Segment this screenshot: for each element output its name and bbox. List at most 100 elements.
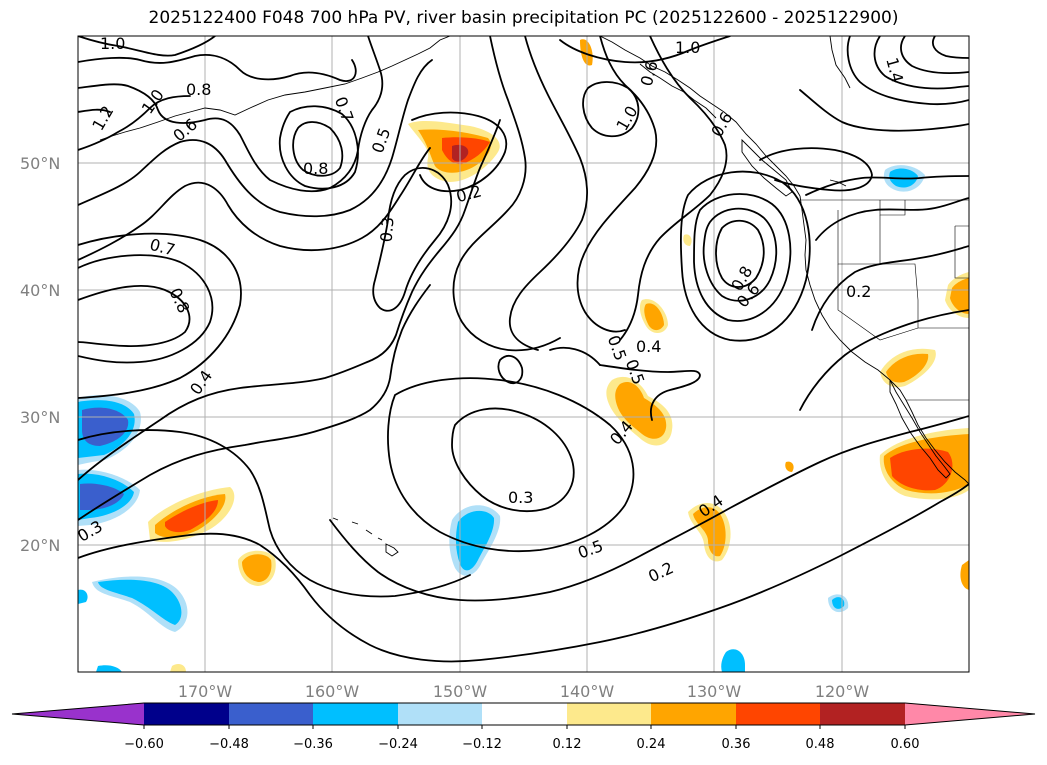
pv-contour bbox=[702, 207, 778, 302]
colorbar-tick-label: 0.60 bbox=[891, 737, 920, 752]
shade-positive bbox=[242, 554, 272, 582]
pv-contour bbox=[78, 147, 431, 261]
coastline-vancouver-island bbox=[741, 138, 793, 197]
precip-shading bbox=[78, 39, 969, 672]
colorbar-tick-label: −0.48 bbox=[209, 737, 249, 752]
shade-positive bbox=[950, 278, 969, 314]
lon-label-130w: 130°W bbox=[687, 682, 742, 701]
lon-label-120w: 120°W bbox=[815, 682, 870, 701]
shade-negative bbox=[80, 483, 124, 510]
pv-contour bbox=[387, 377, 635, 553]
coastline-aleutians bbox=[99, 53, 419, 141]
colorbar-tick-label: 0.24 bbox=[637, 737, 666, 752]
lon-label-160w: 160°W bbox=[305, 682, 360, 701]
colorbar-segment bbox=[482, 703, 567, 725]
pv-contour bbox=[900, 36, 969, 74]
map-frame bbox=[77, 35, 970, 673]
pv-contour bbox=[549, 346, 601, 366]
pv-contour bbox=[846, 36, 969, 106]
shade-positive bbox=[683, 234, 692, 246]
pv-contour bbox=[78, 108, 111, 113]
hawaii-islands bbox=[332, 517, 399, 557]
contour-label: 1.0 bbox=[100, 34, 125, 53]
pv-contour bbox=[78, 483, 969, 663]
colorbar-segment bbox=[144, 703, 229, 725]
contour-label: 0.8 bbox=[186, 80, 211, 99]
pv-contours bbox=[78, 36, 969, 663]
pv-contour bbox=[811, 245, 969, 331]
pv-contour bbox=[559, 36, 731, 64]
colorbar-tick-label: −0.36 bbox=[293, 737, 333, 752]
pv-contour bbox=[497, 354, 524, 385]
lat-label-50n: 50°N bbox=[20, 154, 60, 173]
coastline-bc-islands bbox=[639, 63, 717, 119]
lat-label-20n: 20°N bbox=[20, 536, 60, 555]
pv-contour bbox=[799, 309, 969, 411]
contour-label: 0.4 bbox=[636, 337, 661, 356]
shade-negative bbox=[78, 589, 88, 604]
pv-contour bbox=[582, 81, 640, 138]
colorbar-tick-label: −0.60 bbox=[124, 737, 164, 752]
colorbar-segment bbox=[651, 703, 736, 725]
lon-label-140w: 140°W bbox=[560, 682, 615, 701]
colorbar-tick-label: 0.36 bbox=[722, 737, 751, 752]
colorbar-tick-label: −0.24 bbox=[378, 737, 418, 752]
shade-positive bbox=[580, 39, 593, 66]
colorbar-segment bbox=[229, 703, 313, 725]
colorbar-extend-min bbox=[12, 703, 144, 725]
pv-contour bbox=[78, 232, 242, 399]
shade-positive bbox=[644, 303, 664, 331]
pv-contour bbox=[452, 36, 561, 352]
pv-contour bbox=[292, 121, 344, 177]
border-states-2 bbox=[880, 263, 969, 329]
colorbar: −0.60 −0.48 −0.36 −0.24 −0.12 0.12 0.24 … bbox=[11, 702, 1036, 752]
pv-contour bbox=[451, 407, 575, 513]
shade-negative bbox=[832, 597, 845, 609]
shade-positive bbox=[886, 353, 929, 383]
pv-contour bbox=[78, 284, 431, 521]
coastline-north bbox=[829, 36, 851, 89]
colorbar-segment bbox=[313, 703, 398, 725]
border-states-5 bbox=[879, 200, 906, 216]
contour-label: 1.0 bbox=[675, 38, 700, 57]
contour-label: 0.2 bbox=[846, 282, 871, 301]
pv-contour bbox=[599, 364, 701, 421]
coastline-alaska bbox=[417, 36, 451, 55]
pv-contour bbox=[372, 167, 453, 312]
pv-contour bbox=[873, 36, 969, 90]
pv-contour bbox=[715, 219, 765, 288]
pv-contour bbox=[411, 111, 508, 193]
lat-label-40n: 40°N bbox=[20, 281, 60, 300]
longitude-labels: 170°W 160°W 150°W 140°W 130°W 120°W bbox=[178, 682, 870, 701]
pv-contour bbox=[78, 429, 471, 598]
contour-label: 0.3 bbox=[377, 216, 398, 243]
pv-contour bbox=[78, 54, 357, 82]
coastline-baja bbox=[889, 379, 951, 479]
colorbar-segment bbox=[820, 703, 905, 725]
colorbar-segment bbox=[398, 703, 482, 725]
pv-contour bbox=[278, 105, 359, 190]
shade-negative bbox=[96, 665, 122, 672]
colorbar-segment bbox=[736, 703, 820, 725]
pv-contour bbox=[932, 36, 969, 59]
colorbar-segment bbox=[567, 703, 651, 725]
coastline-us-west bbox=[799, 195, 969, 485]
pv-contour bbox=[78, 95, 191, 151]
shade-positive bbox=[785, 461, 794, 472]
pv-contour bbox=[576, 36, 658, 333]
colorbar-ticks bbox=[143, 725, 906, 729]
shade-positive bbox=[170, 664, 186, 672]
lon-label-150w: 150°W bbox=[433, 682, 488, 701]
colorbar-tick-label: 0.12 bbox=[553, 737, 582, 752]
shade-positive bbox=[615, 381, 667, 439]
pv-contour bbox=[679, 170, 811, 342]
shade-positive bbox=[693, 507, 726, 557]
shade-positive bbox=[960, 560, 969, 590]
contour-label: 0.3 bbox=[508, 488, 533, 507]
border-states-1 bbox=[837, 210, 881, 265]
pv-contour bbox=[619, 36, 728, 341]
pv-contour bbox=[759, 147, 873, 192]
pv-contour bbox=[78, 254, 214, 364]
colorbar-tick-label: −0.12 bbox=[462, 737, 502, 752]
border-states-4 bbox=[954, 225, 969, 279]
